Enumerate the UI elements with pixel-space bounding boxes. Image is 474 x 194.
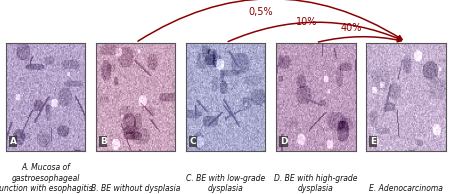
Text: D: D: [280, 137, 287, 146]
Text: B: B: [100, 137, 107, 146]
Text: A: A: [9, 137, 17, 146]
Text: D. BE with high-grade
dysplasia: D. BE with high-grade dysplasia: [274, 174, 357, 193]
Text: 0,5%: 0,5%: [249, 7, 273, 17]
Text: B. BE without dysplasia: B. BE without dysplasia: [91, 184, 180, 193]
Text: 40%: 40%: [340, 23, 362, 33]
Text: A. Mucosa of
gastroesophageal
junction with esophagitis: A. Mucosa of gastroesophageal junction w…: [0, 163, 93, 193]
Text: E: E: [370, 137, 376, 146]
Text: 10%: 10%: [295, 17, 317, 27]
Text: E. Adenocarcinoma: E. Adenocarcinoma: [369, 184, 443, 193]
Text: C. BE with low-grade
dysplasia: C. BE with low-grade dysplasia: [186, 174, 265, 193]
Text: C: C: [190, 137, 196, 146]
